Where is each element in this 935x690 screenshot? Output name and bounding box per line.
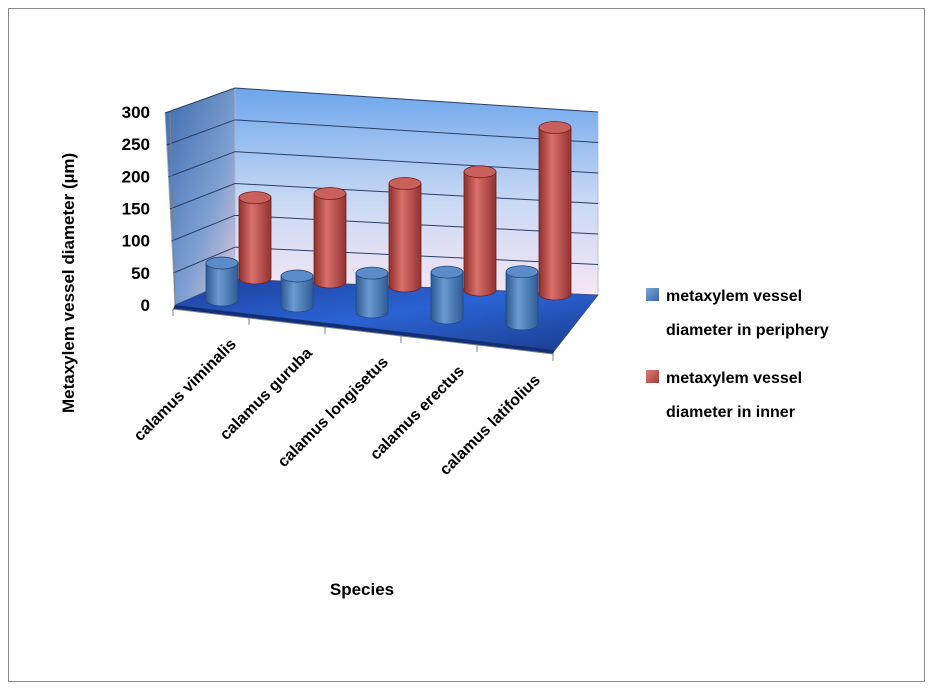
x-tick-label: calamus guruba [217,345,316,444]
bar-inner-top [463,165,497,179]
bar-periphery [205,256,239,307]
gridline-back [234,151,599,174]
bar-inner [463,165,497,297]
legend-swatch-periphery [646,288,659,301]
legend: metaxylem vessel diameter in periphery m… [646,288,829,421]
bar-inner [238,191,272,285]
gridline-back [234,119,599,143]
bar-periphery-top [280,269,314,283]
bar-periphery [355,266,389,319]
y-axis-line [169,112,176,306]
gridline-side [169,183,236,210]
gridline-side [173,246,236,274]
bar-periphery [430,265,464,325]
gridline-side [164,87,236,114]
y-axis: 0 50 100 150 200 250 300 [122,103,176,315]
legend-label-periphery-line1: metaxylem vessel [666,288,802,305]
y-tick-label: 200 [122,167,150,186]
bar-inner-top [538,121,572,134]
bar-inner [538,121,572,301]
x-tick-label: calamus erectus [367,363,468,464]
y-axis-title: Metaxylem vessel diameter (µm) [59,153,78,413]
bar-inner-top [313,187,347,200]
bar-periphery-top [505,265,539,279]
bar-periphery-body [280,275,314,313]
x-axis [172,308,554,361]
y-tick-label: 150 [122,200,150,219]
y-tick-label: 50 [131,264,150,283]
bar-periphery-top [355,266,389,280]
bar-periphery-body [205,262,239,307]
gridline-side [166,119,236,146]
bar-periphery-body [355,272,389,319]
gridline-back [234,87,599,113]
gridline-side [171,214,236,242]
bar-periphery-top [430,265,464,279]
bar-inner [313,187,347,289]
y-tick-label: 250 [122,135,150,154]
legend-label-inner-line2: diameter in inner [666,404,795,421]
bar-inner-body [538,127,572,301]
y-tick-label: 100 [122,232,150,251]
bar-inner [388,177,422,293]
chart-floor-edge [173,305,555,354]
bar-inner-top [238,191,272,205]
bar-inner-body [388,183,422,293]
bars [205,121,572,331]
bar-periphery-body [505,271,539,331]
bar-inner-body [463,171,497,297]
legend-label-inner-line1: metaxylem vessel [666,370,802,387]
bar-periphery-top [205,256,239,270]
legend-swatch-inner [646,370,659,383]
bar-periphery [280,269,314,313]
y-tick-label: 0 [141,296,150,315]
legend-label-periphery-line2: diameter in periphery [666,322,829,339]
x-axis-title: Species [330,580,394,599]
y-tick-label: 300 [122,103,150,122]
bar-inner-body [238,197,272,285]
bar-periphery [505,265,539,331]
bar-inner-body [313,193,347,289]
bar-inner-top [388,177,422,190]
x-axis-line [172,308,554,355]
bar-periphery-body [430,271,464,325]
gridline-side [168,151,236,178]
